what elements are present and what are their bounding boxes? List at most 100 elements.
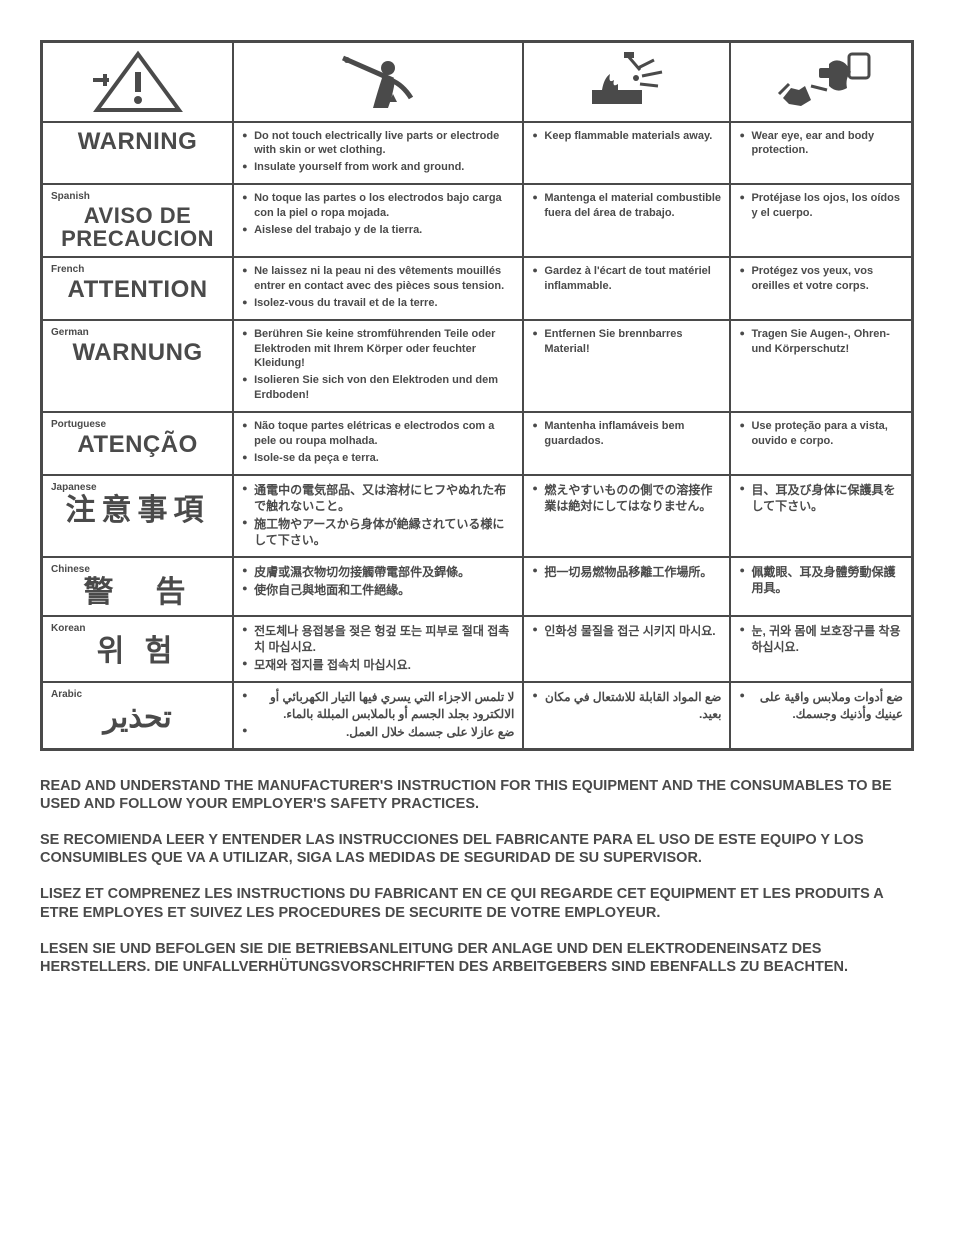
bullet: Não toque partes elétricas e electrodos … <box>242 419 514 449</box>
lang-label: Korean <box>51 623 224 634</box>
bullet: Insulate yourself from work and ground. <box>242 160 514 175</box>
cell: ضع المواد القابلة للاشتعال في مكان بعيد. <box>532 689 721 721</box>
cell: 눈, 귀와 몸에 보호장구를 착용하십시요. <box>739 623 903 655</box>
cell: Tragen Sie Augen-, Ohren- und Körperschu… <box>739 327 903 357</box>
bullet: Isolieren Sie sich von den Elektroden un… <box>242 373 514 403</box>
warning-word-english: WARNING <box>51 129 224 154</box>
footer-paragraph: READ AND UNDERSTAND THE MANUFACTURER'S I… <box>40 777 914 813</box>
row-spanish: Spanish AVISO DE PRECAUCION No toque las… <box>42 184 913 257</box>
bullet: Use proteção para a vista, ouvido e corp… <box>739 419 903 449</box>
cell: Mantenga el material combustible fuera d… <box>532 191 721 221</box>
lang-label: Japanese <box>51 482 224 493</box>
bullet: لا تلمس الاجزاء التي يسري فيها التيار ال… <box>242 689 514 721</box>
cell: 佩戴眼、耳及身體勞動保護用具。 <box>739 564 903 596</box>
warning-word-japanese: 注意事項 <box>51 495 224 527</box>
cell: Wear eye, ear and body protection. <box>739 129 903 159</box>
cell: Protéjase los ojos, los oídos y el cuerp… <box>739 191 903 221</box>
bullet: Isolez-vous du travail et de la terre. <box>242 296 514 311</box>
lang-label: Arabic <box>51 689 224 700</box>
row-english: WARNING Do not touch electrically live p… <box>42 122 913 185</box>
cell: Gardez à l'écart de tout matériel inflam… <box>532 264 721 294</box>
row-chinese: Chinese 警 告 皮膚或濕衣物切勿接觸帶電部件及銲條。 使你自己與地面和工… <box>42 557 913 616</box>
bullet: Entfernen Sie brennbarres Material! <box>532 327 721 357</box>
footer-paragraph: LESEN SIE UND BEFOLGEN SIE DIE BETRIEBSA… <box>40 940 914 976</box>
cell: لا تلمس الاجزاء التي يسري فيها التيار ال… <box>242 689 514 740</box>
bullet: Do not touch electrically live parts or … <box>242 129 514 159</box>
row-arabic: Arabic تحذير لا تلمس الاجزاء التي يسري ف… <box>42 682 913 749</box>
bullet: Berühren Sie keine stromführenden Teile … <box>242 327 514 372</box>
cell: 인화성 물질을 접근 시키지 마시요. <box>532 623 721 639</box>
bullet: No toque las partes o los electrodos baj… <box>242 191 514 221</box>
cell: Keep flammable materials away. <box>532 129 721 144</box>
eye-ear-protection-icon <box>730 42 912 122</box>
cell: ضع أدوات وملابس واقية على عينيك وأذنيك و… <box>739 689 903 721</box>
warning-word-portuguese: ATENÇÃO <box>51 432 224 457</box>
icon-row <box>42 42 913 122</box>
bullet: ضع أدوات وملابس واقية على عينيك وأذنيك و… <box>739 689 903 721</box>
lang-label: Chinese <box>51 564 224 575</box>
cell: Entfernen Sie brennbarres Material! <box>532 327 721 357</box>
fire-spark-icon <box>523 42 730 122</box>
bullet: 모재와 접지를 접속치 마십시요. <box>242 657 514 673</box>
bullet: Gardez à l'écart de tout matériel inflam… <box>532 264 721 294</box>
bullet: Tragen Sie Augen-, Ohren- und Körperschu… <box>739 327 903 357</box>
bullet: Wear eye, ear and body protection. <box>739 129 903 159</box>
bullet: Aislese del trabajo y de la tierra. <box>242 223 514 238</box>
warning-word-german: WARNUNG <box>51 340 224 365</box>
cell: 皮膚或濕衣物切勿接觸帶電部件及銲條。 使你自己與地面和工件絕緣。 <box>242 564 514 598</box>
warning-word-korean: 위 험 <box>51 636 224 668</box>
bullet: ضع المواد القابلة للاشتعال في مكان بعيد. <box>532 689 721 721</box>
cell: 把一切易燃物品移離工作場所。 <box>532 564 721 580</box>
bullet: 눈, 귀와 몸에 보호장구를 착용하십시요. <box>739 623 903 655</box>
bullet: Mantenga el material combustible fuera d… <box>532 191 721 221</box>
warning-table: WARNING Do not touch electrically live p… <box>40 40 914 751</box>
bullet: Protéjase los ojos, los oídos y el cuerp… <box>739 191 903 221</box>
footer-instructions: READ AND UNDERSTAND THE MANUFACTURER'S I… <box>40 777 914 976</box>
lang-label: French <box>51 264 224 275</box>
cell: 燃えやすいものの側での溶接作業は絶対にしてはなりません。 <box>532 482 721 514</box>
cell: Use proteção para a vista, ouvido e corp… <box>739 419 903 449</box>
electrode-shock-icon <box>233 42 523 122</box>
warning-word-french: ATTENTION <box>51 277 224 302</box>
bullet: 皮膚或濕衣物切勿接觸帶電部件及銲條。 <box>242 564 514 580</box>
footer-paragraph: LISEZ ET COMPRENEZ LES INSTRUCTIONS DU F… <box>40 885 914 921</box>
bullet: Isole-se da peça e terra. <box>242 451 514 466</box>
lang-label: Portuguese <box>51 419 224 430</box>
warning-word-arabic: تحذير <box>51 702 224 734</box>
caution-triangle-icon <box>42 42 234 122</box>
bullet: Mantenha inflamáveis bem guardados. <box>532 419 721 449</box>
bullet: 燃えやすいものの側での溶接作業は絶対にしてはなりません。 <box>532 482 721 514</box>
row-korean: Korean 위 험 전도체나 용접봉을 젖은 헝겊 또는 피부로 절대 접촉치… <box>42 616 913 683</box>
bullet: Keep flammable materials away. <box>532 129 721 144</box>
bullet: 전도체나 용접봉을 젖은 헝겊 또는 피부로 절대 접촉치 마십시요. <box>242 623 514 655</box>
bullet: 目、耳及び身体に保護具をして下さい。 <box>739 482 903 514</box>
cell: 通電中の電気部品、又は溶材にヒフやぬれた布で触れないこと。 施工物やアースから身… <box>242 482 514 549</box>
cell: No toque las partes o los electrodos baj… <box>242 191 514 238</box>
footer-paragraph: SE RECOMIENDA LEER Y ENTENDER LAS INSTRU… <box>40 831 914 867</box>
cell: Não toque partes elétricas e electrodos … <box>242 419 514 466</box>
lang-label: German <box>51 327 224 338</box>
warning-word-spanish: AVISO DE PRECAUCION <box>51 204 224 250</box>
bullet: 把一切易燃物品移離工作場所。 <box>532 564 721 580</box>
cell: Ne laissez ni la peau ni des vêtements m… <box>242 264 514 311</box>
bullet: 佩戴眼、耳及身體勞動保護用具。 <box>739 564 903 596</box>
cell: Do not touch electrically live parts or … <box>242 129 514 176</box>
bullet: 인화성 물질을 접근 시키지 마시요. <box>532 623 721 639</box>
row-japanese: Japanese 注意事項 通電中の電気部品、又は溶材にヒフやぬれた布で触れない… <box>42 475 913 558</box>
row-portuguese: Portuguese ATENÇÃO Não toque partes elét… <box>42 412 913 475</box>
bullet: Ne laissez ni la peau ni des vêtements m… <box>242 264 514 294</box>
bullet: 施工物やアースから身体が絶縁されている様にして下さい。 <box>242 516 514 548</box>
row-french: French ATTENTION Ne laissez ni la peau n… <box>42 257 913 320</box>
cell: 전도체나 용접봉을 젖은 헝겊 또는 피부로 절대 접촉치 마십시요. 모재와 … <box>242 623 514 674</box>
bullet: 通電中の電気部品、又は溶材にヒフやぬれた布で触れないこと。 <box>242 482 514 514</box>
bullet: ضع عازلا على جسمك خلال العمل. <box>242 724 514 740</box>
cell: Mantenha inflamáveis bem guardados. <box>532 419 721 449</box>
cell: 目、耳及び身体に保護具をして下さい。 <box>739 482 903 514</box>
lang-label: Spanish <box>51 191 224 202</box>
row-german: German WARNUNG Berühren Sie keine stromf… <box>42 320 913 412</box>
cell: Protégez vos yeux, vos oreilles et votre… <box>739 264 903 294</box>
cell: Berühren Sie keine stromführenden Teile … <box>242 327 514 403</box>
bullet: 使你自己與地面和工件絕緣。 <box>242 582 514 598</box>
bullet: Protégez vos yeux, vos oreilles et votre… <box>739 264 903 294</box>
warning-word-chinese: 警 告 <box>51 577 224 609</box>
